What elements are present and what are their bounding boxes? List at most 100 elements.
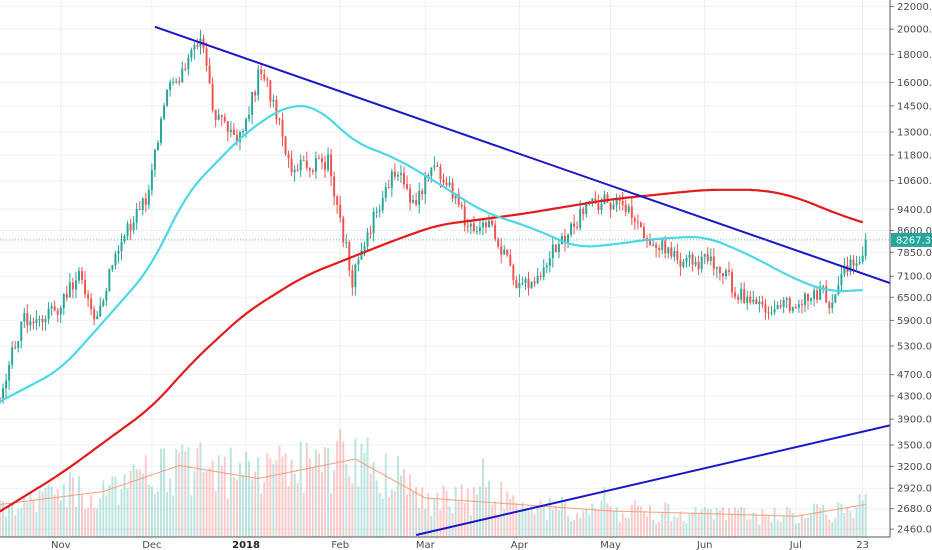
candle-body (114, 253, 117, 266)
volume-bar (229, 447, 232, 537)
volume-bar (618, 521, 621, 537)
volume-bar (369, 473, 372, 537)
candle-body (542, 267, 545, 277)
volume-bar (187, 447, 190, 537)
candle-body (351, 270, 354, 288)
candle-body (682, 261, 685, 267)
volume-bar (612, 510, 615, 537)
candle-body (381, 197, 384, 211)
candle-body (193, 44, 196, 50)
volume-bar (721, 506, 724, 537)
volume-bar (813, 503, 816, 537)
candle-body (506, 249, 509, 255)
candle-body (150, 169, 153, 191)
y-tick-label: 22000.0 (897, 2, 932, 13)
volume-bar (387, 497, 390, 537)
candle-body (545, 265, 548, 268)
volume-bar (44, 487, 47, 537)
volume-bar (776, 520, 779, 537)
volume-bar (129, 471, 132, 537)
candle-body (746, 296, 749, 303)
x-tick-label: Apr (511, 540, 529, 550)
volume-bar (20, 508, 23, 537)
candle-body (758, 301, 761, 304)
candle-body (715, 267, 718, 269)
candle-body (406, 184, 409, 189)
volume-bar (399, 475, 402, 537)
volume-bar (141, 474, 144, 537)
price-labels: 8267.3 (0, 232, 932, 247)
volume-bar (166, 491, 169, 537)
candle-body (153, 150, 156, 170)
y-tick-label: 4300.0 (897, 391, 932, 402)
volume-bar (211, 460, 214, 537)
volume-bar (284, 453, 287, 537)
volume-bar (403, 469, 405, 537)
volume-bar (226, 499, 229, 537)
candle-body (138, 208, 141, 211)
candle-body (299, 159, 302, 171)
volume-bar (588, 514, 591, 537)
candle-body (23, 312, 26, 322)
candle-body (600, 203, 603, 211)
volume-bar (333, 470, 336, 537)
candle-body (463, 206, 466, 226)
volume-bar (785, 506, 788, 537)
volume-bar (734, 507, 737, 537)
candle-body (439, 166, 442, 180)
candle-body (141, 198, 144, 211)
candle-body (567, 234, 570, 244)
volume-bar (190, 495, 193, 537)
candle-body (68, 282, 71, 298)
volume-bar (302, 492, 305, 537)
volume-bar (515, 502, 518, 537)
candle-body (554, 244, 557, 253)
candle-body (5, 380, 8, 389)
candle-body (761, 301, 764, 305)
volume-bar (257, 457, 260, 537)
volume-bar (235, 479, 238, 537)
volume-bar (90, 494, 93, 537)
volume-bar (764, 514, 767, 537)
volume-bar (472, 487, 475, 537)
candle-body (196, 44, 199, 47)
volume-bar (81, 494, 84, 537)
candle-body (50, 306, 53, 309)
volume-bar (47, 484, 50, 537)
y-tick-label: 7100.0 (897, 272, 932, 283)
volume-bar (536, 507, 539, 537)
volume-bar (557, 510, 560, 537)
candle-body (427, 174, 430, 177)
volume-bar (691, 512, 694, 537)
y-tick-label: 18000.0 (897, 50, 932, 61)
candle-body (390, 171, 393, 188)
volume-bar (606, 503, 609, 537)
candle-body (752, 299, 755, 303)
volume-bar (77, 476, 80, 537)
candle-body (214, 109, 217, 120)
volume-bar (694, 507, 697, 537)
candle-body (712, 256, 715, 269)
volume-bar (381, 498, 384, 537)
candle-body (8, 364, 11, 381)
candle-body (700, 256, 703, 270)
volume-bar (433, 498, 436, 537)
volume-bar (591, 503, 594, 537)
volume-bar (679, 511, 682, 537)
candle-body (606, 194, 609, 203)
volume-bar (320, 471, 323, 537)
candle-body (378, 210, 381, 212)
candle-body (764, 304, 767, 313)
candle-body (287, 154, 290, 159)
volume-bar (311, 467, 314, 537)
candle-body (494, 224, 497, 240)
volume-bar (518, 512, 521, 537)
volume-bar (248, 460, 251, 537)
candle-body (548, 258, 551, 266)
volume-bar (767, 514, 770, 537)
candle-body (497, 239, 500, 247)
volume-bar (214, 491, 217, 537)
candle-body (661, 240, 664, 250)
volume-bar (642, 511, 645, 537)
candle-body (126, 223, 129, 237)
